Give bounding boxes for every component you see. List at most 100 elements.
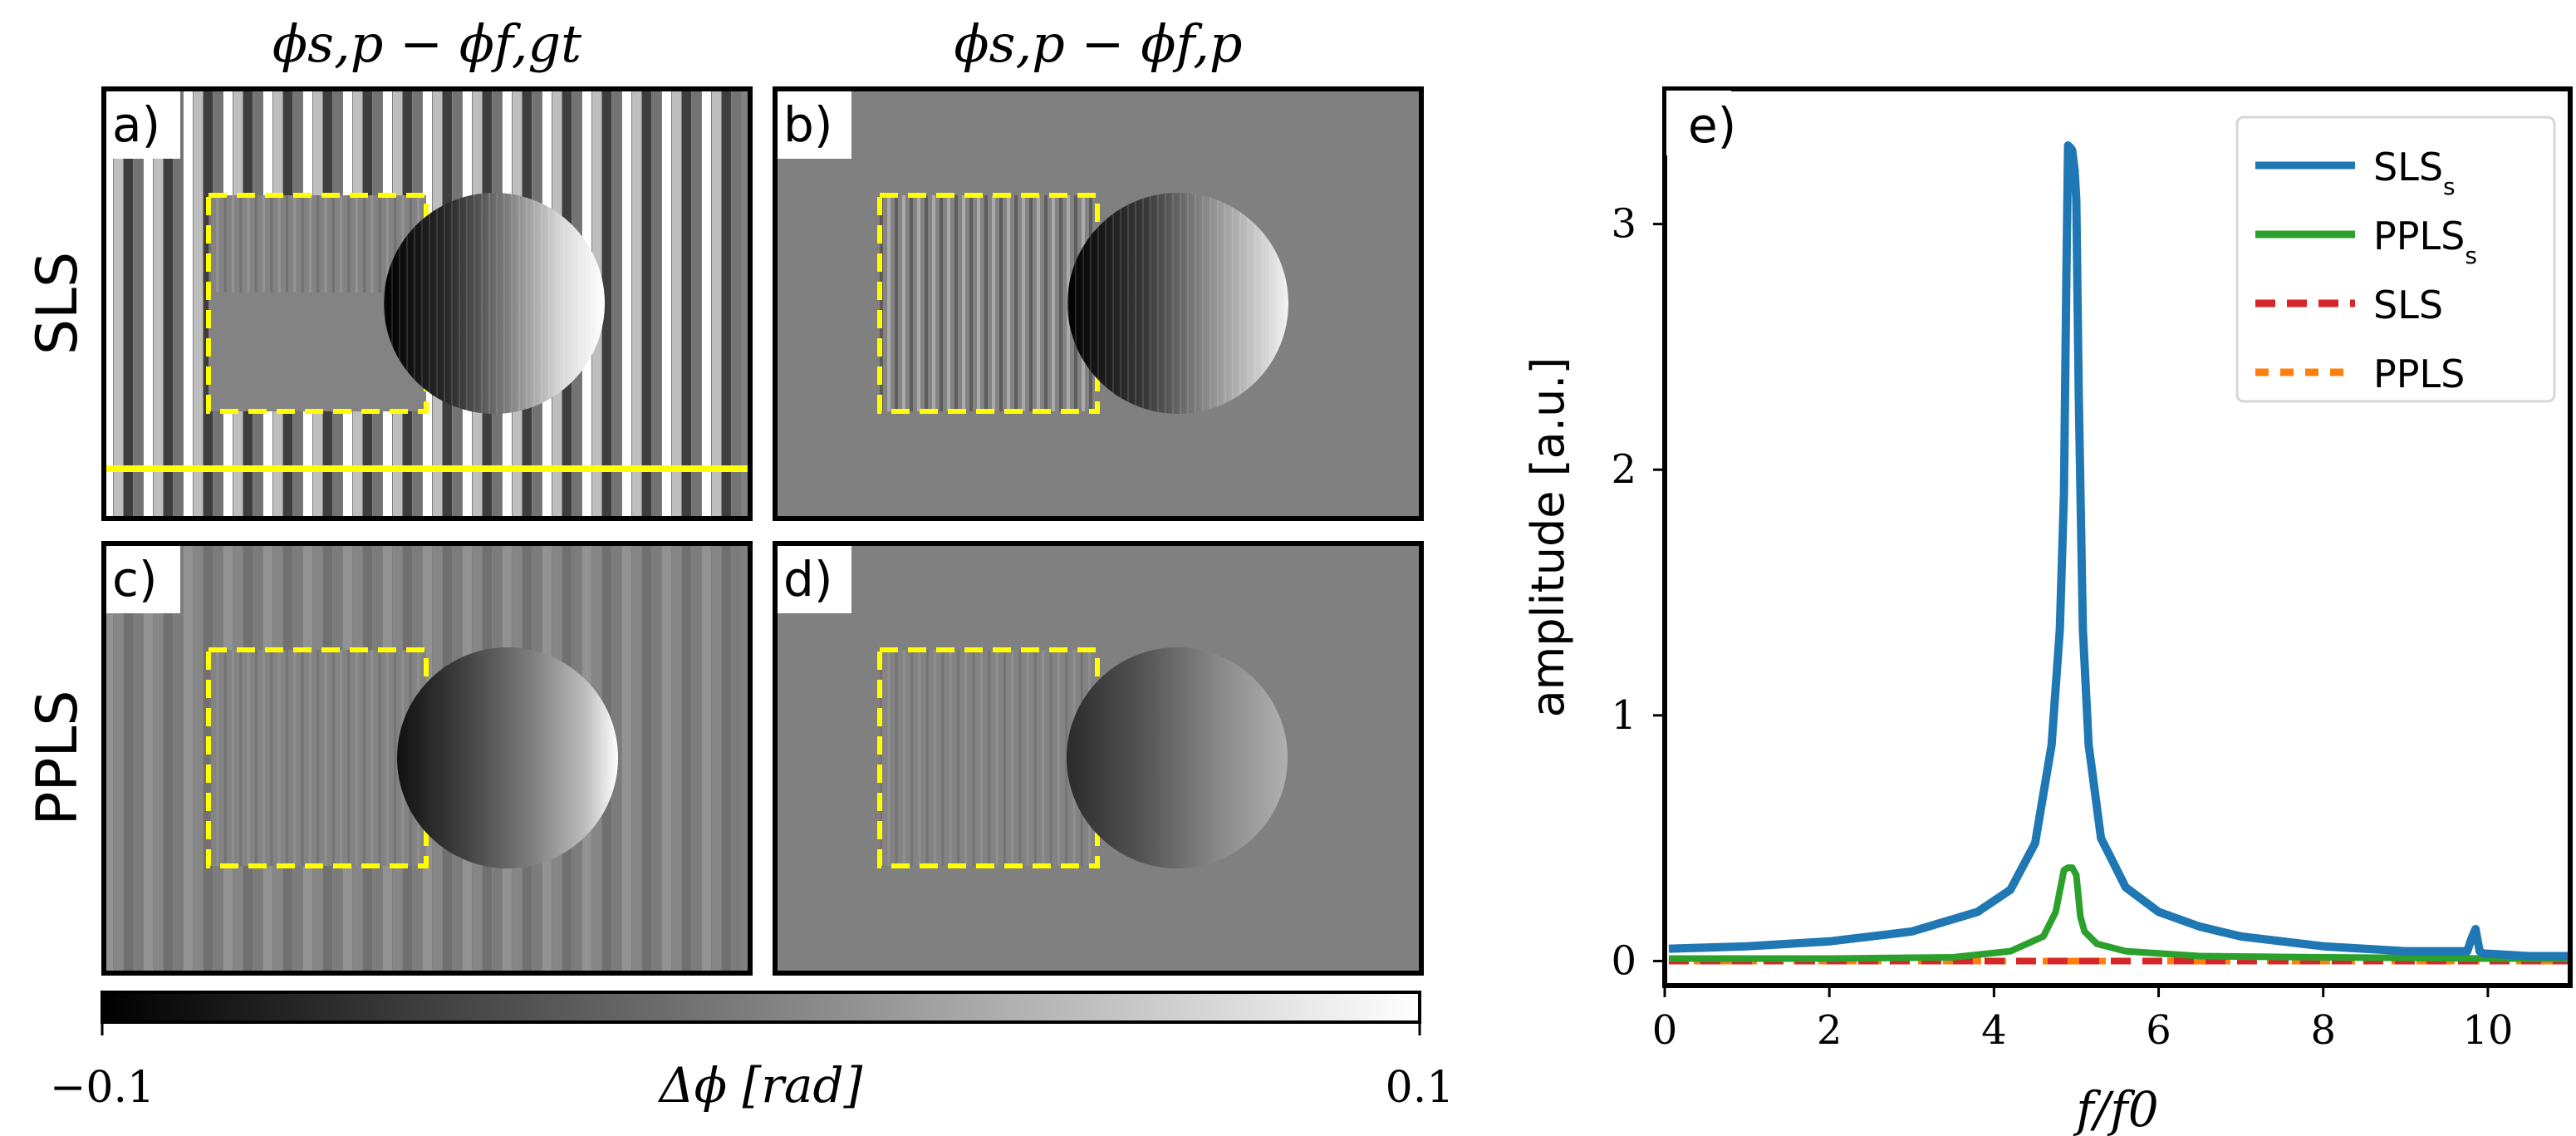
square-stripe [347, 195, 351, 293]
background-stripe [204, 89, 213, 519]
background-stripe [672, 89, 681, 519]
circle-stripe [1217, 193, 1219, 414]
phase-map-grid: ϕs,p − ϕf,gt ϕs,p − ϕf,p SLS PPLS a) b) c) d) [25, 13, 1424, 976]
background-stripe [194, 89, 203, 519]
circle-stripe [406, 193, 408, 414]
square-stripe [370, 195, 374, 293]
legend-box [2235, 116, 2556, 403]
circle-stripe [518, 193, 520, 414]
circle-stripe [1262, 193, 1263, 414]
legend-label-slss: SLSs [2373, 145, 2456, 200]
square-stripe [934, 650, 937, 866]
legend-label-main: SLS [2373, 145, 2443, 189]
circle-stripe [421, 193, 423, 414]
panel-label-b: b) [783, 96, 832, 153]
circle-stripe [1157, 193, 1159, 414]
square-stripe [263, 650, 266, 866]
phase-map-frame [101, 86, 753, 521]
background-stripe [712, 543, 721, 973]
background-stripe [104, 89, 113, 519]
legend-label-ppls: PPLS [2373, 352, 2465, 396]
background-stripe [722, 543, 731, 973]
square-stripe [1022, 195, 1025, 411]
square-stripe [957, 650, 959, 866]
square-stripe [1029, 195, 1033, 411]
series-layer [1668, 140, 2570, 965]
colorbar-title: Δϕ [rad] [658, 1057, 863, 1114]
circle-stripe [1277, 193, 1278, 414]
circle-stripe [541, 193, 542, 414]
background-stripe [632, 89, 641, 519]
circle-stripe [481, 193, 483, 414]
colorbar-gradient [101, 991, 1421, 1024]
background-stripe [124, 89, 133, 519]
circular-phase-feature [397, 647, 618, 868]
y-tick-label: 3 [1611, 201, 1636, 248]
background-stripe [184, 89, 193, 519]
circle-stripe [444, 193, 445, 414]
circle-gradient-fill [384, 193, 605, 414]
circle-stripe [1142, 193, 1144, 414]
square-stripe [999, 195, 1003, 411]
square-stripe [984, 195, 988, 411]
background-stripe [144, 543, 153, 973]
background-stripe [642, 89, 651, 519]
square-stripe [1007, 195, 1010, 411]
square-stripe [887, 195, 891, 411]
panel-label-e: e) [1688, 97, 1736, 154]
circle-stripe [1075, 193, 1077, 414]
square-stripe [979, 650, 983, 866]
circle-stripe [391, 193, 393, 414]
circle-stripe [1097, 193, 1099, 414]
square-stripe [902, 195, 905, 411]
circle-stripe [451, 193, 453, 414]
square-stripe [988, 650, 991, 866]
background-stripe [602, 89, 611, 519]
panel-label-d: d) [783, 551, 832, 607]
row-title-top: SLS [25, 252, 91, 355]
square-stripe [247, 195, 250, 293]
circle-stripe [593, 193, 595, 414]
square-stripe [293, 650, 297, 866]
x-axis-title: f/f0 [2073, 1081, 2158, 1136]
circle-stripe [533, 193, 535, 414]
background-stripe [154, 543, 163, 973]
x-tick-label: 10 [2462, 1007, 2513, 1054]
circle-stripe [399, 193, 400, 414]
background-stripe [612, 89, 621, 519]
circle-stripe [556, 193, 557, 414]
legend-label-subscript: s [2443, 173, 2456, 200]
background-stripe [662, 89, 671, 519]
square-stripe [270, 195, 273, 293]
y-axis-title: amplitude [a.u.] [1522, 357, 1574, 718]
square-stripe [223, 650, 227, 866]
square-stripe [254, 650, 258, 866]
square-stripe [270, 650, 273, 866]
circle-stripe [1195, 193, 1196, 414]
square-stripe [969, 195, 973, 411]
circle-stripe [1284, 193, 1286, 414]
y-tick-label: 0 [1611, 937, 1636, 984]
square-stripe [301, 195, 304, 293]
square-stripe [880, 195, 883, 411]
square-stripe [1011, 650, 1014, 866]
background-stripe [632, 543, 641, 973]
background-stripe [134, 89, 143, 519]
circle-stripe [1120, 193, 1121, 414]
square-stripe [954, 195, 958, 411]
column-title-left: ϕs,p − ϕf,gt [272, 13, 581, 74]
background-stripe [622, 89, 631, 519]
circle-stripe [511, 193, 513, 414]
legend-label-main: PPLS [2373, 352, 2465, 396]
series-line-slss [1668, 140, 2570, 961]
background-stripe [134, 543, 143, 973]
y-tick-label: 1 [1611, 692, 1636, 739]
circle-stripe [473, 193, 475, 414]
square-stripe [209, 195, 211, 293]
square-stripe [992, 195, 995, 411]
square-stripe [363, 195, 366, 293]
square-stripe [394, 650, 397, 866]
square-stripe [370, 650, 374, 866]
circle-stripe [1082, 193, 1084, 414]
